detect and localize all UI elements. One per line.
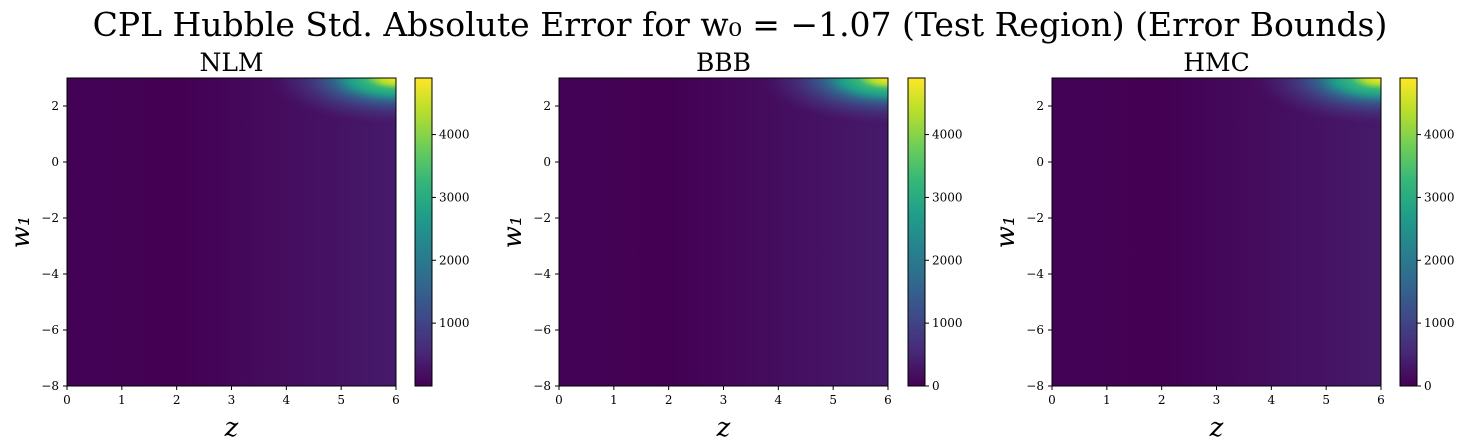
x-tick-label: 3 [720,393,728,407]
y-tick-label: 0 [51,155,59,169]
heatmap-field [1052,78,1381,386]
y-tick-label: −8 [533,379,551,393]
y-axis-label: w₁ [498,216,528,249]
heatmap-hotspot [1243,78,1381,129]
heatmap-panel-bbb: BBB 0 1 2 3 4 5 6 2 0 −2 −4 −6 −8 z w₁ 0 1000 2000 3000 4000 [498,48,963,443]
x-tick-label: 1 [610,393,618,407]
x-tick-label: 5 [1322,393,1330,407]
y-tick-label: −4 [533,267,551,281]
colorbar-tick-label: 4000 [1424,128,1455,142]
colorbar-tick-label: 4000 [439,128,470,142]
y-tick-label: 0 [543,155,551,169]
x-tick-label: 6 [392,393,400,407]
colorbar-tick-label: 1000 [439,316,470,330]
colorbar-tick-label: 2000 [439,253,470,267]
y-axis-label: w₁ [6,216,36,249]
x-tick-label: 0 [1048,393,1056,407]
x-axis-label: z [224,413,239,443]
figure-title: CPL Hubble Std. Absolute Error for w₀ = … [93,5,1388,44]
colorbar-tick-label: 1000 [1424,316,1455,330]
x-tick-label: 2 [1158,393,1166,407]
y-axis-label: w₁ [991,216,1021,249]
y-tick-label: −2 [533,211,551,225]
heatmap-panel-hmc: HMC 0 1 2 3 4 5 6 2 0 −2 −4 −6 −8 z w₁ 0 1000 2000 3000 4000 [991,48,1455,443]
heatmap-hotspot [750,78,888,129]
panel-title: BBB [696,48,751,77]
colorbar-tick-label: 4000 [932,128,963,142]
colorbar-tick-label: 3000 [932,190,963,204]
y-tick-label: −6 [533,323,551,337]
y-tick-label: −4 [41,267,59,281]
y-tick-label: 2 [543,99,551,113]
y-tick-label: 2 [1036,99,1044,113]
colorbar-tick-label: 1000 [932,316,963,330]
panel-title: HMC [1183,48,1250,77]
y-tick-label: −2 [1026,211,1044,225]
colorbar-tick-label: 0 [932,379,940,393]
x-tick-label: 4 [283,393,291,407]
x-tick-label: 6 [884,393,892,407]
x-tick-label: 1 [1103,393,1111,407]
x-tick-label: 2 [665,393,673,407]
colorbar-tick-label: 2000 [1424,253,1455,267]
colorbar-tick-label: 3000 [439,190,470,204]
x-tick-label: 1 [118,393,126,407]
y-tick-label: −6 [41,323,59,337]
x-tick-label: 4 [775,393,783,407]
y-tick-label: 2 [51,99,59,113]
heatmap-panel-nlm: NLM 0 1 2 3 4 5 6 2 0 −2 −4 −6 −8 z w₁ 1000 2000 3000 4000 [6,48,470,443]
y-tick-label: −8 [41,379,59,393]
panel-title: NLM [199,48,263,77]
x-tick-label: 0 [555,393,563,407]
colorbar [1399,77,1418,387]
x-axis-label: z [1209,413,1224,443]
y-tick-label: −8 [1026,379,1044,393]
x-tick-label: 3 [1213,393,1221,407]
x-tick-label: 3 [228,393,236,407]
x-tick-label: 0 [63,393,71,407]
colorbar-tick-label: 3000 [1424,190,1455,204]
heatmap-hotspot [258,78,396,129]
colorbar [907,77,926,387]
x-tick-label: 6 [1377,393,1385,407]
heatmap-field [559,78,888,386]
y-tick-label: −2 [41,211,59,225]
colorbar-tick-label: 0 [1424,379,1432,393]
x-tick-label: 5 [829,393,837,407]
x-tick-label: 4 [1268,393,1276,407]
y-tick-label: 0 [1036,155,1044,169]
heatmap-field [67,78,396,386]
x-axis-label: z [716,413,731,443]
colorbar-tick-label: 2000 [932,253,963,267]
x-tick-label: 5 [337,393,345,407]
y-tick-label: −4 [1026,267,1044,281]
y-tick-label: −6 [1026,323,1044,337]
colorbar [414,77,433,387]
x-tick-label: 2 [173,393,181,407]
